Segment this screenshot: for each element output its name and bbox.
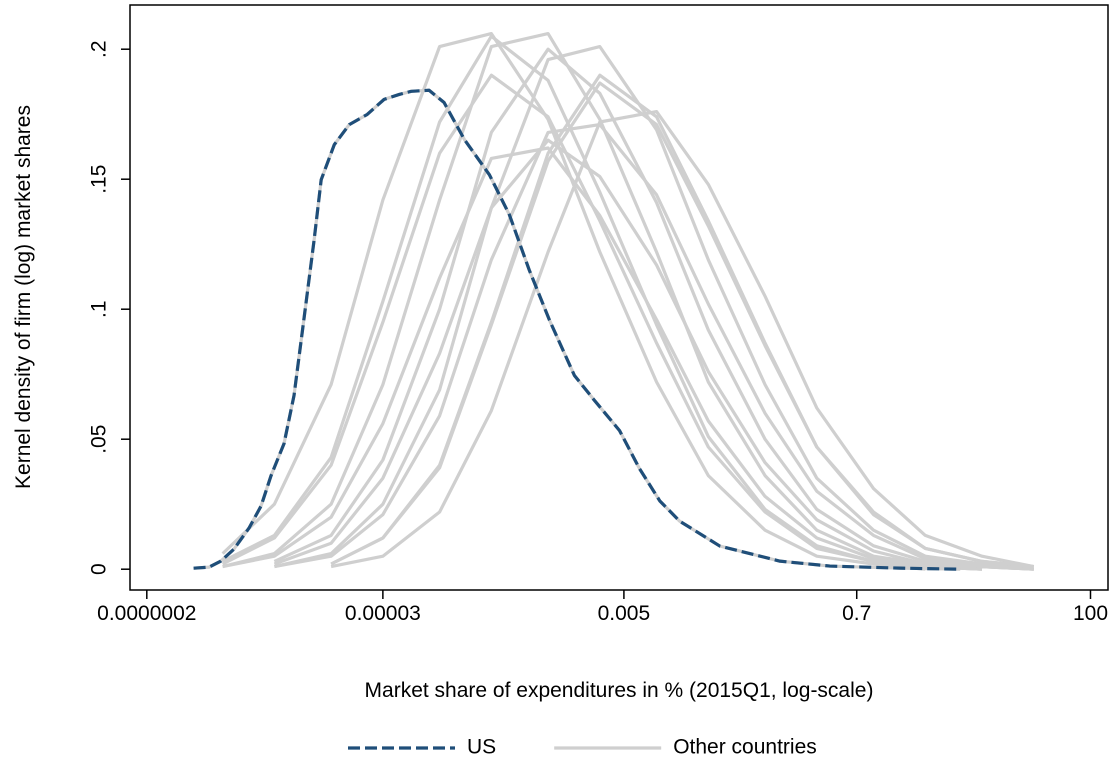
x-tick-label: 0.005 bbox=[598, 602, 651, 625]
country-line bbox=[273, 138, 1034, 571]
x-axis-title: Market share of expenditures in % (2015Q… bbox=[365, 679, 874, 702]
y-tick-label: .1 bbox=[88, 300, 111, 318]
country-line bbox=[274, 123, 1034, 571]
y-tick-label: .05 bbox=[88, 425, 111, 454]
x-tick-label: 0.00003 bbox=[345, 602, 421, 625]
legend: US Other countries bbox=[348, 736, 817, 759]
country-line bbox=[330, 110, 1035, 569]
country-line bbox=[222, 32, 983, 571]
country-line bbox=[221, 73, 983, 571]
plot-area: 0 .05 .1 .15 .2 0.0000002 0.00003 0.005 0.7 100 bbox=[88, 4, 1109, 625]
y-tick-label: .15 bbox=[88, 165, 111, 194]
country-line bbox=[330, 81, 1034, 569]
x-tick-label: 0.7 bbox=[842, 602, 871, 625]
country-line bbox=[274, 45, 1034, 571]
y-tick-label: .2 bbox=[88, 40, 111, 58]
series-line bbox=[193, 88, 961, 571]
x-tick-label: 100 bbox=[1073, 602, 1108, 625]
plot-frame bbox=[129, 4, 1109, 591]
country-line bbox=[222, 146, 983, 571]
y-axis-title: Kernel density of firm (log) market shar… bbox=[12, 105, 35, 489]
y-tick-label: 0 bbox=[88, 563, 111, 575]
legend-label: Other countries bbox=[673, 736, 817, 759]
legend-label: US bbox=[467, 736, 496, 759]
x-tick-label: 0.0000002 bbox=[97, 602, 196, 625]
country-line bbox=[273, 47, 1034, 571]
